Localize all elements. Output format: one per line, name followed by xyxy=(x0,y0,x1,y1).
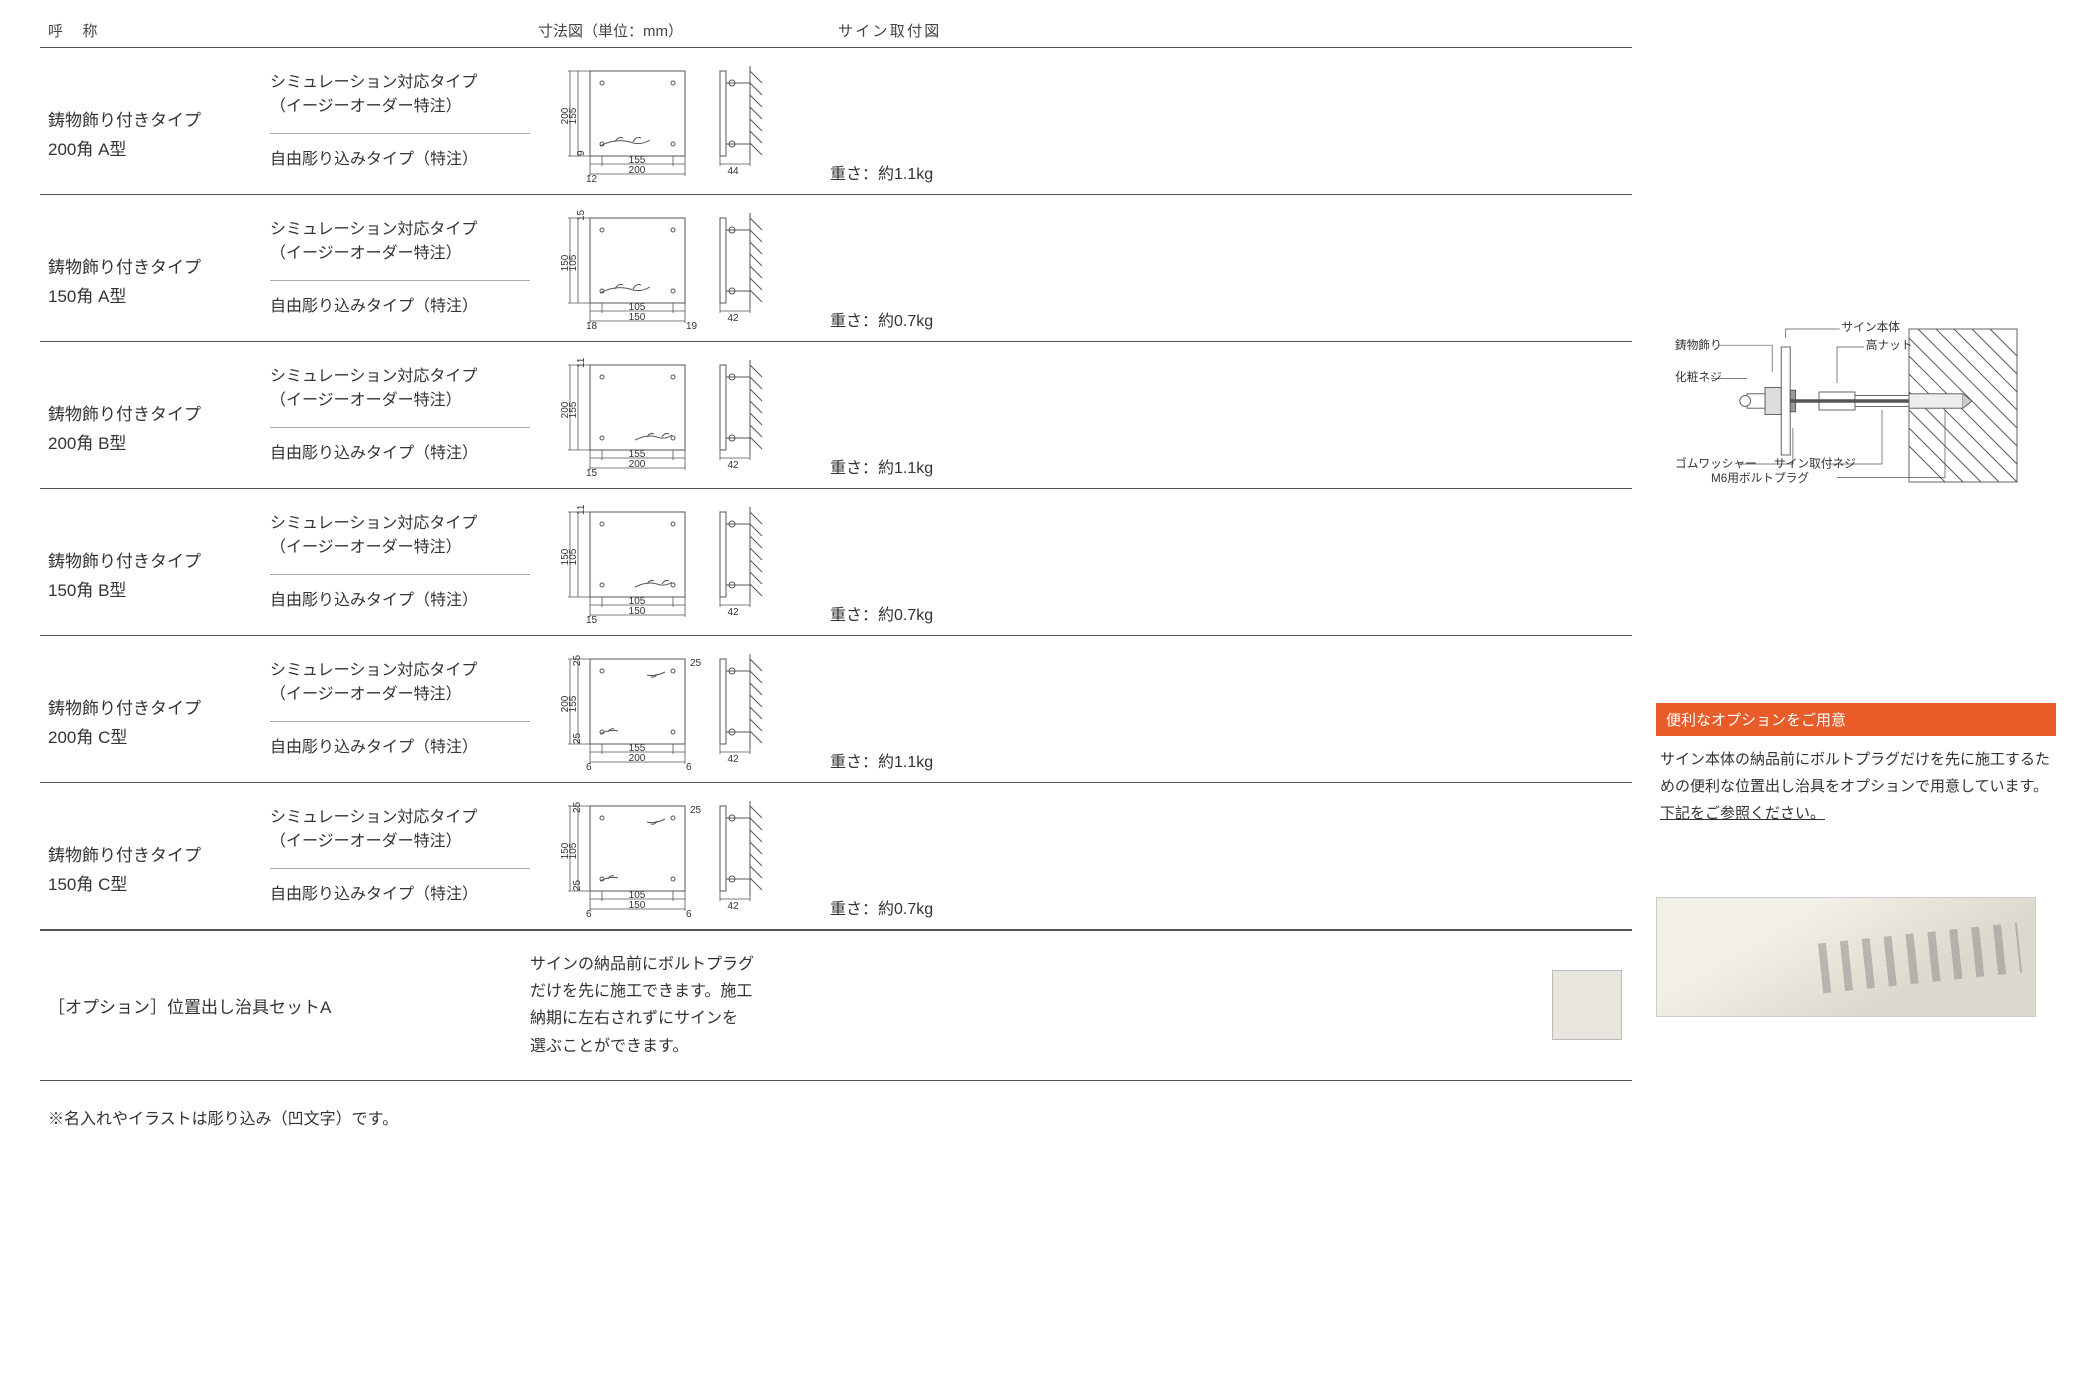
svg-text:25: 25 xyxy=(572,879,583,891)
svg-text:200: 200 xyxy=(560,107,571,124)
svg-text:サイン取付ネジ: サイン取付ネジ xyxy=(1774,458,1856,471)
product-types: シミュレーション対応タイプ（イージーオーダー特注） 自由彫り込みタイプ（特注） xyxy=(270,783,530,929)
svg-text:25: 25 xyxy=(690,805,702,816)
option-thumbnail xyxy=(1552,970,1622,1040)
svg-text:42: 42 xyxy=(727,901,739,912)
product-types: シミュレーション対応タイプ（イージーオーダー特注） 自由彫り込みタイプ（特注） xyxy=(270,195,530,341)
svg-text:44: 44 xyxy=(727,166,739,177)
svg-text:150: 150 xyxy=(560,548,571,565)
svg-text:ゴムワッシャー: ゴムワッシャー xyxy=(1675,457,1757,471)
product-types: シミュレーション対応タイプ（イージーオーダー特注） 自由彫り込みタイプ（特注） xyxy=(270,342,530,488)
svg-text:高ナット: 高ナット xyxy=(1866,338,1913,352)
dimension-diagram: 105 150 15 105 150 18 19 xyxy=(530,195,830,341)
svg-text:化粧ネジ: 化粧ネジ xyxy=(1675,370,1722,384)
header-mount: サイン取付図 xyxy=(838,20,1038,41)
product-name: 鋳物飾り付きタイプ150角 C型 xyxy=(40,783,270,929)
svg-text:200: 200 xyxy=(629,753,646,764)
product-types: シミュレーション対応タイプ（イージーオーダー特注） 自由彫り込みタイプ（特注） xyxy=(270,636,530,782)
header-dim: 寸法図（単位：mm） xyxy=(538,20,838,41)
option-desc: サインの納品前にボルトプラグ だけを先に施工できます。施工 納期に左右されずにサ… xyxy=(530,951,1552,1060)
svg-text:18: 18 xyxy=(586,321,598,332)
dimension-diagram: 155 200 11 155 200 15 xyxy=(530,342,830,488)
header-name: 呼 称 xyxy=(48,20,278,41)
svg-text:11: 11 xyxy=(576,504,587,515)
svg-text:200: 200 xyxy=(560,401,571,418)
option-photo xyxy=(1656,897,2036,1017)
table-header: 呼 称 寸法図（単位：mm） サイン取付図 xyxy=(40,20,1632,47)
weight-label: 重さ：約1.1kg xyxy=(830,636,1030,782)
table-row: 鋳物飾り付きタイプ200角 A型 シミュレーション対応タイプ（イージーオーダー特… xyxy=(40,47,1632,194)
svg-text:25: 25 xyxy=(690,658,702,669)
table-row: 鋳物飾り付きタイプ200角 B型 シミュレーション対応タイプ（イージーオーダー特… xyxy=(40,341,1632,488)
table-row: 鋳物飾り付きタイプ150角 C型 シミュレーション対応タイプ（イージーオーダー特… xyxy=(40,782,1632,929)
svg-text:15: 15 xyxy=(576,209,587,221)
svg-text:42: 42 xyxy=(727,460,739,471)
product-name: 鋳物飾り付きタイプ150角 A型 xyxy=(40,195,270,341)
svg-text:42: 42 xyxy=(727,607,739,618)
svg-text:12: 12 xyxy=(586,174,598,185)
weight-label: 重さ：約0.7kg xyxy=(830,783,1030,929)
product-name: 鋳物飾り付きタイプ200角 B型 xyxy=(40,342,270,488)
svg-text:15: 15 xyxy=(586,615,598,626)
weight-label: 重さ：約0.7kg xyxy=(830,489,1030,635)
svg-text:150: 150 xyxy=(629,606,646,617)
svg-text:6: 6 xyxy=(586,762,592,773)
svg-text:200: 200 xyxy=(629,165,646,176)
footnote: ※名入れやイラストは彫り込み（凹文字）です。 xyxy=(40,1105,1632,1129)
svg-text:42: 42 xyxy=(727,754,739,765)
table-row: 鋳物飾り付きタイプ150角 B型 シミュレーション対応タイプ（イージーオーダー特… xyxy=(40,488,1632,635)
svg-text:150: 150 xyxy=(629,900,646,911)
svg-text:15: 15 xyxy=(586,468,598,479)
svg-text:11: 11 xyxy=(576,357,587,368)
svg-text:6: 6 xyxy=(686,762,692,773)
option-banner: 便利なオプションをご用意 xyxy=(1656,703,2056,736)
dimension-diagram: 155 200 9 155 200 12 xyxy=(530,48,830,194)
weight-label: 重さ：約1.1kg xyxy=(830,342,1030,488)
weight-label: 重さ：約1.1kg xyxy=(830,48,1030,194)
table-row: 鋳物飾り付きタイプ200角 C型 シミュレーション対応タイプ（イージーオーダー特… xyxy=(40,635,1632,782)
svg-text:サイン本体: サイン本体 xyxy=(1842,320,1901,334)
dimension-diagram: 105 150 11 105 150 15 xyxy=(530,489,830,635)
svg-text:42: 42 xyxy=(727,313,739,324)
product-types: シミュレーション対応タイプ（イージーオーダー特注） 自由彫り込みタイプ（特注） xyxy=(270,48,530,194)
product-name: 鋳物飾り付きタイプ200角 C型 xyxy=(40,636,270,782)
dimension-diagram: 155 200 155 200 6 6 25 25 25 xyxy=(530,636,830,782)
option-name: ［オプション］位置出し治具セットA xyxy=(40,993,530,1018)
svg-text:25: 25 xyxy=(572,801,583,813)
svg-text:200: 200 xyxy=(560,695,571,712)
mounting-diagram: サイン本体 鋳物飾り 高ナット 化粧ネジ ゴムワッシャー サイン取付ネジ M6用… xyxy=(1656,320,2056,503)
svg-text:150: 150 xyxy=(560,254,571,271)
svg-text:200: 200 xyxy=(629,459,646,470)
svg-text:19: 19 xyxy=(686,321,698,332)
svg-text:150: 150 xyxy=(560,842,571,859)
product-types: シミュレーション対応タイプ（イージーオーダー特注） 自由彫り込みタイプ（特注） xyxy=(270,489,530,635)
svg-text:9: 9 xyxy=(576,150,587,156)
svg-text:鋳物飾り: 鋳物飾り xyxy=(1675,338,1722,352)
svg-text:6: 6 xyxy=(586,909,592,920)
svg-text:6: 6 xyxy=(686,909,692,920)
svg-text:25: 25 xyxy=(572,654,583,666)
option-row: ［オプション］位置出し治具セットA サインの納品前にボルトプラグ だけを先に施工… xyxy=(40,930,1632,1081)
svg-text:150: 150 xyxy=(629,312,646,323)
spec-table: 鋳物飾り付きタイプ200角 A型 シミュレーション対応タイプ（イージーオーダー特… xyxy=(40,47,1632,930)
dimension-diagram: 105 150 105 150 6 6 25 25 25 xyxy=(530,783,830,929)
svg-text:M6用ボルトプラグ: M6用ボルトプラグ xyxy=(1711,471,1809,485)
weight-label: 重さ：約0.7kg xyxy=(830,195,1030,341)
product-name: 鋳物飾り付きタイプ150角 B型 xyxy=(40,489,270,635)
option-text: サイン本体の納品前にボルトプラグだけを先に施工するための便利な位置出し治具をオプ… xyxy=(1656,736,2056,837)
svg-text:25: 25 xyxy=(572,732,583,744)
table-row: 鋳物飾り付きタイプ150角 A型 シミュレーション対応タイプ（イージーオーダー特… xyxy=(40,194,1632,341)
product-name: 鋳物飾り付きタイプ200角 A型 xyxy=(40,48,270,194)
